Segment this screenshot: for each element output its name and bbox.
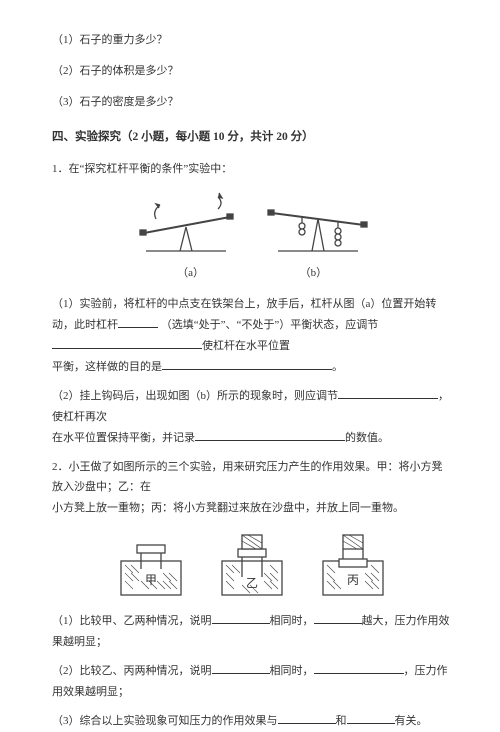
q2-p2-b: 相同时，	[270, 665, 314, 677]
svg-text:丙: 丙	[347, 573, 359, 587]
q1-p2-d: 的数值。	[345, 432, 389, 444]
q1-p1-c: 使杠杆在水平位置	[202, 340, 290, 352]
q2-part1: （1）比较甲、乙两种情况，说明相同时，越大，压力作用效果越明显；	[52, 611, 452, 653]
blank	[195, 430, 345, 441]
blank	[278, 713, 336, 724]
prev-q-item-3: （3）石子的密度是多少？	[52, 92, 452, 113]
blank	[162, 359, 332, 370]
pressure-fig-c: 丙	[313, 529, 393, 601]
q2-p3-b: 和	[336, 715, 347, 727]
section-4-title: 四、实验探究（2 小题，每小题 10 分，共计 20 分）	[52, 127, 452, 149]
q2-figures: 甲 乙	[52, 529, 452, 601]
svg-text:甲: 甲	[145, 573, 157, 587]
blank	[118, 317, 158, 328]
q2-p3-a: （3）综合以上实验现象可知压力的作用效果与	[52, 715, 278, 727]
q1-p2-a: （2）挂上钩码后，出现如图（b）所示的现象时，则应调节	[52, 390, 338, 402]
q2-part2: （2）比较乙、丙两种情况，说明相同时，，压力作用效果越明显；	[52, 661, 452, 703]
q1-p2-c: 在水平位置保持平衡，并记录	[52, 432, 195, 444]
svg-text:乙: 乙	[246, 576, 258, 590]
blank	[212, 663, 270, 674]
q2-p1-a: （1）比较甲、乙两种情况，说明	[52, 615, 212, 627]
prev-q-item-1: （1）石子的重力多少？	[52, 30, 452, 51]
q2-part3: （3）综合以上实验现象可知压力的作用效果与 和 有关。	[52, 711, 452, 732]
prev-q-item-2: （2）石子的体积是多少？	[52, 61, 452, 82]
pressure-fig-b: 乙	[212, 529, 292, 601]
blank	[52, 338, 202, 349]
fig-label-a: （a）	[131, 263, 251, 284]
blank	[212, 613, 270, 624]
blank	[347, 713, 395, 724]
lever-fig-a	[126, 189, 246, 257]
fig-label-b: （b）	[253, 263, 373, 284]
q2-p1-b: 相同时，	[270, 615, 314, 627]
blank	[314, 663, 404, 674]
q1-stem: 1．在“探究杠杆平衡的条件”实验中：	[52, 159, 452, 180]
q1-p1-b: （选填“处于”、“不处于”）平衡状态，应调节	[161, 319, 379, 331]
q2-stem: 2．小王做了如图所示的三个实验，用来研究压力产生的作用效果。甲：将小方凳放入沙盘…	[52, 457, 452, 520]
pressure-fig-a: 甲	[111, 529, 191, 601]
q1-p1-d: 平衡，这样做的目的是	[52, 361, 162, 373]
q2-p3-c: 有关。	[395, 715, 428, 727]
q1-p1-e: 。	[332, 361, 343, 373]
q2-stem-a: 2．小王做了如图所示的三个实验，用来研究压力产生的作用效果。甲：将小方凳放入沙盘…	[52, 461, 443, 494]
q1-figures	[52, 189, 452, 257]
q2-stem-b: 小方凳上放一重物；丙：将小方凳翻过来放在沙盘中，并放上同一重物。	[52, 502, 404, 514]
q1-fig-labels: （a） （b）	[52, 263, 452, 284]
blank	[314, 613, 362, 624]
q2-p2-a: （2）比较乙、丙两种情况，说明	[52, 665, 212, 677]
q1-part1: （1）实验前，将杠杆的中点支在铁架台上，放手后，杠杆从图（a）位置开始转动，此时…	[52, 294, 452, 378]
blank	[338, 388, 438, 399]
lever-fig-b	[258, 189, 378, 257]
q1-part2: （2）挂上钩码后，出现如图（b）所示的现象时，则应调节，使杠杆再次 在水平位置保…	[52, 386, 452, 449]
